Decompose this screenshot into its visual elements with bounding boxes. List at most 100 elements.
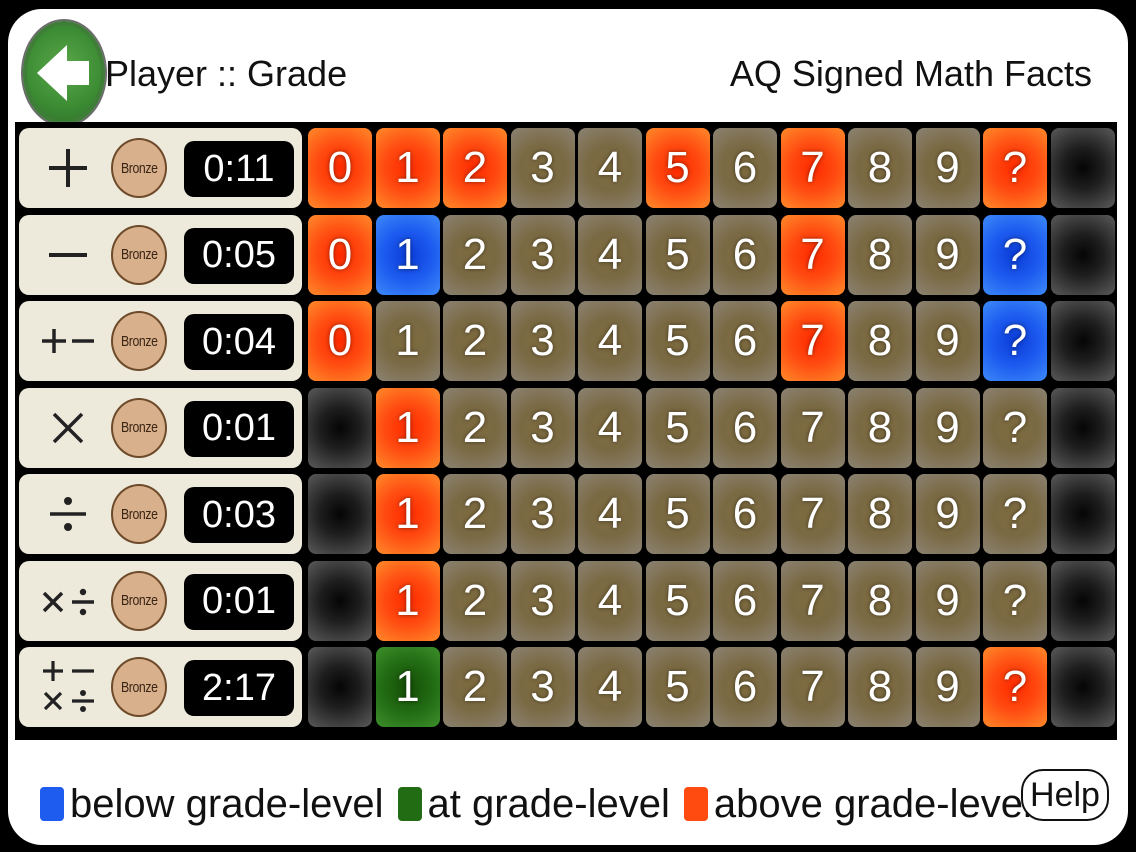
- fact-cell-7[interactable]: 7: [780, 301, 845, 381]
- fact-cell-3[interactable]: 3: [510, 214, 575, 295]
- player-grade-title: Player :: Grade: [105, 53, 348, 94]
- fact-cell-9[interactable]: 9: [915, 474, 980, 554]
- back-arrow-icon: [37, 45, 89, 101]
- fact-cell-1[interactable]: 1: [375, 214, 440, 295]
- time-display: 0:03: [184, 487, 294, 543]
- fact-cell-4[interactable]: 4: [578, 474, 642, 554]
- fact-cell-5[interactable]: 5: [645, 474, 710, 554]
- fact-cell-1[interactable]: 1: [375, 128, 440, 208]
- fact-cell-5[interactable]: 5: [645, 128, 710, 208]
- operation-label-times-divide[interactable]: Bronze 0:01: [19, 560, 302, 641]
- operation-label-times[interactable]: Bronze 0:01: [19, 387, 302, 468]
- medal-label: Bronze: [120, 592, 158, 609]
- fact-cell-5[interactable]: 5: [645, 560, 710, 641]
- all-operations-icon: [33, 647, 103, 727]
- operation-label-minus[interactable]: Bronze 0:05: [19, 214, 302, 295]
- fact-cell-7[interactable]: 7: [780, 128, 845, 208]
- fact-cell-1[interactable]: 1: [375, 387, 440, 468]
- operation-label-all-operations[interactable]: Bronze 2:17: [19, 647, 302, 727]
- operation-label-plus-minus[interactable]: Bronze 0:04: [19, 301, 302, 381]
- fact-cell-8[interactable]: 8: [848, 387, 912, 468]
- fact-cell-1[interactable]: 1: [375, 301, 440, 381]
- fact-cell-0[interactable]: 0: [308, 301, 372, 381]
- medal-label: Bronze: [120, 505, 158, 523]
- fact-cell-4[interactable]: 4: [578, 387, 642, 468]
- fact-cell-2[interactable]: 2: [443, 214, 507, 295]
- fact-cell-8[interactable]: 8: [848, 474, 912, 554]
- fact-cell-5[interactable]: 5: [645, 387, 710, 468]
- fact-cell-4[interactable]: 4: [578, 128, 642, 208]
- back-button[interactable]: [23, 21, 105, 125]
- fact-cell-2[interactable]: 2: [443, 647, 507, 727]
- legend-above: above grade-level: [683, 782, 1032, 827]
- fact-cell-7[interactable]: 7: [780, 647, 845, 727]
- fact-cell-8[interactable]: 8: [848, 560, 912, 641]
- fact-cell-7[interactable]: 7: [780, 214, 845, 295]
- fact-cell-1[interactable]: 1: [375, 560, 440, 641]
- fact-cell-6[interactable]: 6: [713, 474, 777, 554]
- fact-cell-4[interactable]: 4: [578, 214, 642, 295]
- fact-cell-3[interactable]: 3: [510, 560, 575, 641]
- mixed-facts-cell[interactable]: ?: [983, 387, 1047, 468]
- fact-cell-6[interactable]: 6: [713, 387, 777, 468]
- fact-cell-9[interactable]: 9: [915, 387, 980, 468]
- fact-cell-8[interactable]: 8: [848, 128, 912, 208]
- fact-cell-7[interactable]: 7: [780, 560, 845, 641]
- fact-cell-0[interactable]: 0: [308, 214, 372, 295]
- fact-cell-6[interactable]: 6: [713, 301, 777, 381]
- legend-at: at grade-level: [397, 782, 670, 827]
- empty-cell: [1050, 647, 1115, 727]
- fact-cell-6[interactable]: 6: [713, 128, 777, 208]
- fact-cell-4[interactable]: 4: [578, 301, 642, 381]
- mixed-facts-cell[interactable]: ?: [983, 647, 1047, 727]
- mixed-facts-cell[interactable]: ?: [983, 560, 1047, 641]
- medal-badge: Bronze: [111, 311, 167, 371]
- mixed-facts-cell[interactable]: ?: [983, 301, 1047, 381]
- fact-cell-3[interactable]: 3: [510, 647, 575, 727]
- operation-row-plus: Bronze 0:11 0 1 2 3 4 5 6 7 8 9?: [15, 125, 1117, 211]
- fact-cell-4[interactable]: 4: [578, 647, 642, 727]
- fact-cell-2[interactable]: 2: [443, 128, 507, 208]
- operation-label-divide[interactable]: Bronze 0:03: [19, 474, 302, 554]
- fact-cell-2[interactable]: 2: [443, 301, 507, 381]
- fact-cell-7[interactable]: 7: [780, 474, 845, 554]
- fact-cell-9[interactable]: 9: [915, 301, 980, 381]
- fact-cell-3[interactable]: 3: [510, 301, 575, 381]
- minus-icon: [33, 215, 103, 295]
- fact-cell-9[interactable]: 9: [915, 647, 980, 727]
- empty-cell: [308, 474, 372, 554]
- fact-cell-0[interactable]: 0: [308, 128, 372, 208]
- fact-cell-3[interactable]: 3: [510, 387, 575, 468]
- fact-cell-1[interactable]: 1: [375, 474, 440, 554]
- help-button[interactable]: Help: [1021, 769, 1109, 821]
- fact-cell-7[interactable]: 7: [780, 387, 845, 468]
- mixed-facts-cell[interactable]: ?: [983, 128, 1047, 208]
- fact-cell-5[interactable]: 5: [645, 214, 710, 295]
- main-panel: Player :: Grade AQ Signed Math Facts Bro…: [8, 9, 1128, 845]
- fact-cell-6[interactable]: 6: [713, 214, 777, 295]
- operation-row-all-operations: Bronze 2:17 1 2 3 4 5 6 7 8 9?: [15, 644, 1117, 730]
- fact-cell-2[interactable]: 2: [443, 560, 507, 641]
- time-display: 0:04: [184, 314, 294, 370]
- fact-cell-6[interactable]: 6: [713, 560, 777, 641]
- mixed-facts-cell[interactable]: ?: [983, 214, 1047, 295]
- fact-cell-5[interactable]: 5: [645, 647, 710, 727]
- fact-cell-8[interactable]: 8: [848, 214, 912, 295]
- time-display: 0:01: [184, 573, 294, 630]
- fact-cell-8[interactable]: 8: [848, 647, 912, 727]
- fact-cell-9[interactable]: 9: [915, 560, 980, 641]
- fact-cell-9[interactable]: 9: [915, 128, 980, 208]
- fact-cell-8[interactable]: 8: [848, 301, 912, 381]
- fact-cell-2[interactable]: 2: [443, 387, 507, 468]
- fact-cell-3[interactable]: 3: [510, 474, 575, 554]
- operation-label-plus[interactable]: Bronze 0:11: [19, 128, 302, 208]
- fact-cell-2[interactable]: 2: [443, 474, 507, 554]
- fact-cell-6[interactable]: 6: [713, 647, 777, 727]
- fact-cell-1[interactable]: 1: [375, 647, 440, 727]
- fact-cell-9[interactable]: 9: [915, 214, 980, 295]
- fact-cell-5[interactable]: 5: [645, 301, 710, 381]
- mixed-facts-cell[interactable]: ?: [983, 474, 1047, 554]
- empty-cell: [1050, 128, 1115, 208]
- fact-cell-3[interactable]: 3: [510, 128, 575, 208]
- fact-cell-4[interactable]: 4: [578, 560, 642, 641]
